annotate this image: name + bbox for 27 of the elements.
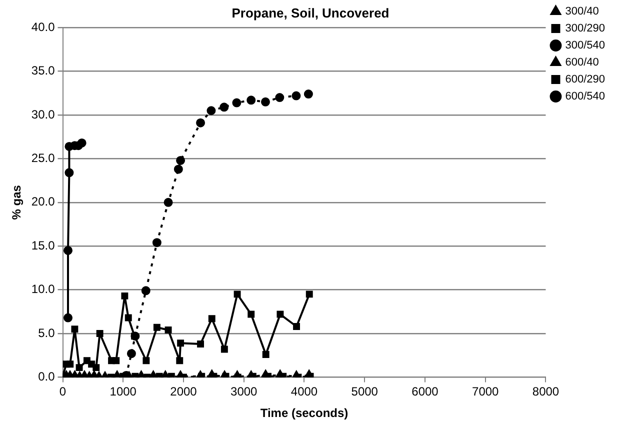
legend-label: 300/40 [565, 6, 599, 18]
y-tick-label: 40.0 [31, 20, 56, 34]
y-tick-label: 15.0 [31, 238, 56, 252]
legend-label: 300/290 [565, 22, 606, 35]
x-tick-label: 7000 [472, 384, 500, 399]
y-tick-label: 20.0 [31, 194, 56, 209]
y-tick-label: 0.0 [38, 370, 56, 384]
y-tick-label: 10.0 [31, 282, 56, 296]
y-tick-label: 25.0 [31, 151, 56, 166]
legend-label: 600/40 [565, 56, 599, 69]
y-axis-title: % gas [10, 184, 24, 220]
x-tick-label: 5000 [351, 384, 378, 399]
legend-label: 300/540 [565, 40, 606, 52]
x-tick-label: 2000 [170, 384, 198, 399]
x-tick-label: 0 [59, 384, 66, 399]
legend-label: 600/540 [565, 90, 606, 103]
x-tick-label: 1000 [110, 384, 137, 399]
x-tick-label: 6000 [412, 384, 439, 399]
x-tick-label: 4000 [290, 384, 318, 399]
y-tick-label: 35.0 [31, 64, 56, 78]
legend-label: 600/290 [565, 74, 606, 86]
x-axis-title: Time (seconds) [260, 406, 348, 420]
x-tick-label: 8000 [532, 384, 560, 399]
y-tick-label: 5.0 [38, 326, 56, 340]
y-tick-label: 30.0 [31, 107, 56, 122]
chart-title: Propane, Soil, Uncovered [232, 5, 390, 20]
x-tick-label: 3000 [230, 384, 258, 399]
